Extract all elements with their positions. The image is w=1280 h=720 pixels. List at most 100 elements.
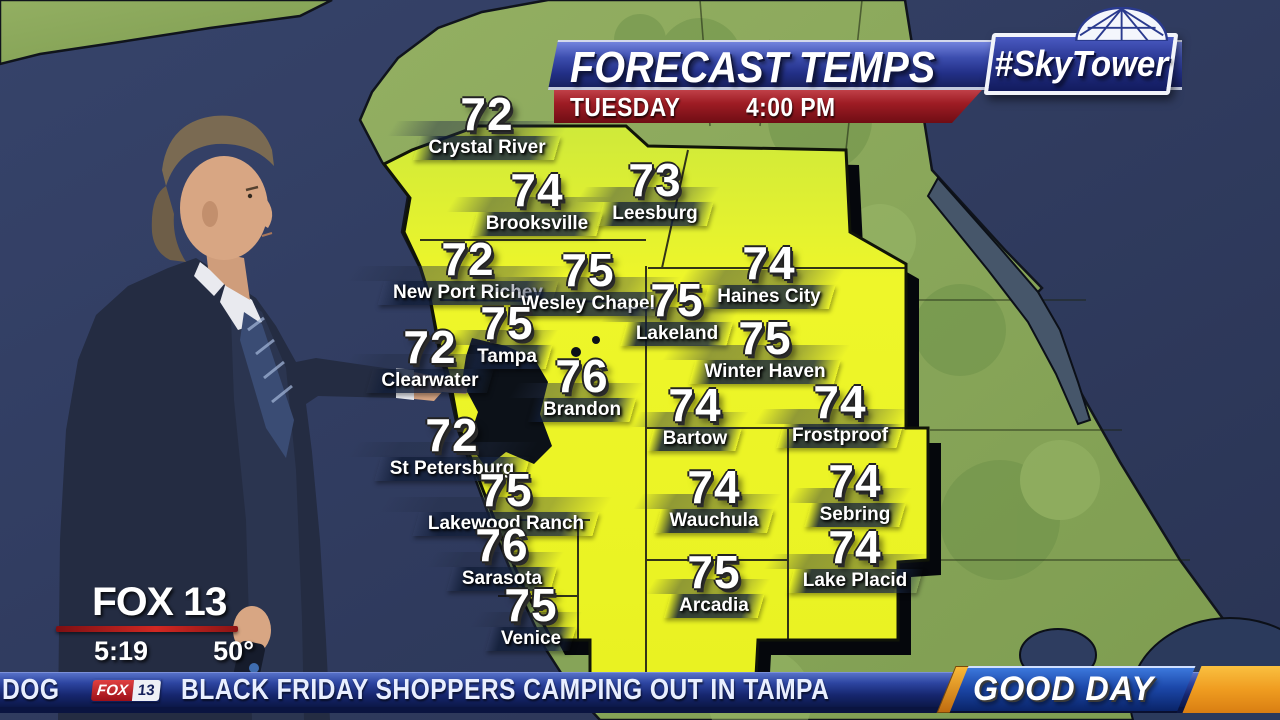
city-label: Lakewood Ranch bbox=[416, 512, 596, 536]
temperature-value: 75 bbox=[667, 548, 761, 596]
city-label: Wauchula bbox=[657, 509, 770, 533]
bug-clock: 5:19 bbox=[94, 636, 149, 666]
city-label: Venice bbox=[489, 627, 573, 651]
temp-reading-brooksville: 74 Brooksville bbox=[474, 166, 600, 236]
forecast-region bbox=[381, 124, 930, 678]
skytower-brand-text: #SkyTower bbox=[994, 43, 1168, 84]
neck bbox=[206, 250, 250, 300]
good-day-orange-tail bbox=[1182, 666, 1280, 713]
show-title: GOOD DAY bbox=[972, 670, 1154, 708]
temperature-value: 75 bbox=[692, 314, 837, 362]
page-title: FORECAST TEMPS bbox=[570, 43, 936, 92]
city-label: Bartow bbox=[651, 427, 739, 451]
city-label: Arcadia bbox=[667, 594, 761, 618]
shirt-cuff bbox=[396, 368, 414, 400]
temperature-value: 74 bbox=[780, 378, 900, 426]
bug-current-temp: 50° bbox=[213, 636, 254, 666]
weatherman-suit bbox=[58, 258, 398, 720]
temp-reading-brandon: 76 Brandon bbox=[531, 352, 633, 422]
temperature-value: 74 bbox=[474, 166, 600, 214]
city-label: Brandon bbox=[531, 398, 633, 422]
weatherman bbox=[58, 115, 468, 720]
city-label: New Port Richey bbox=[381, 281, 555, 305]
temperature-value: 72 bbox=[378, 411, 527, 459]
header-time-bar: TUESDAY 4:00 PM bbox=[554, 90, 982, 123]
temperature-value: 75 bbox=[509, 246, 667, 294]
temp-reading-frostproof: 74 Frostproof bbox=[780, 378, 900, 448]
temperature-value: 74 bbox=[808, 457, 903, 505]
city-label: Tampa bbox=[465, 345, 549, 369]
temperature-value: 76 bbox=[531, 352, 633, 400]
city-label: Lakeland bbox=[624, 322, 730, 346]
temp-reading-st-petersburg: 72 St Petersburg bbox=[378, 411, 527, 481]
temp-reading-lake-placid: 74 Lake Placid bbox=[791, 523, 920, 593]
temp-reading-crystal-river: 72 Crystal River bbox=[416, 90, 557, 160]
temp-reading-new-port-richey: 72 New Port Richey bbox=[381, 235, 555, 305]
header-day: TUESDAY bbox=[570, 92, 681, 122]
tie-stripes bbox=[247, 316, 293, 404]
panhandle-land bbox=[0, 0, 333, 66]
city-label: Sebring bbox=[808, 503, 903, 527]
city-label: Frostproof bbox=[780, 424, 900, 448]
land-texture bbox=[614, 14, 1100, 720]
hair-back bbox=[151, 186, 186, 262]
temperature-value: 73 bbox=[600, 156, 710, 204]
city-label: Brooksville bbox=[474, 212, 600, 236]
temp-reading-haines-city: 74 Haines City bbox=[705, 239, 832, 309]
temp-reading-venice: 75 Venice bbox=[489, 581, 573, 651]
temperature-value: 74 bbox=[651, 381, 739, 429]
city-label: St Petersburg bbox=[378, 457, 527, 481]
ear bbox=[202, 201, 218, 227]
temperature-value: 76 bbox=[450, 521, 554, 569]
ticker-headline-2: BLACK FRIDAY SHOPPERS CAMPING OUT IN TAM… bbox=[181, 673, 830, 706]
city-label: Winter Haven bbox=[692, 360, 837, 384]
city-label: Clearwater bbox=[369, 369, 490, 393]
city-label: Crystal River bbox=[416, 136, 557, 160]
temp-reading-wesley-chapel: 75 Wesley Chapel bbox=[509, 246, 667, 316]
temperature-value: 74 bbox=[705, 239, 832, 287]
tampa-bay bbox=[462, 338, 552, 468]
barrier-islands bbox=[926, 176, 1092, 426]
temp-reading-lakeland: 75 Lakeland bbox=[624, 276, 730, 346]
station-logo-text: FOX 13 bbox=[92, 580, 228, 624]
skytower-dome-icon bbox=[1075, 7, 1169, 41]
temperature-value: 72 bbox=[416, 90, 557, 138]
temperature-value: 74 bbox=[657, 463, 770, 511]
temp-reading-lakewood-ranch: 75 Lakewood Ranch bbox=[416, 466, 596, 536]
nose bbox=[256, 196, 273, 228]
temperature-value: 75 bbox=[624, 276, 730, 324]
city-label: Wesley Chapel bbox=[509, 292, 667, 316]
fox13-badge-icon: FOX 13 bbox=[90, 679, 161, 702]
hair bbox=[162, 115, 274, 186]
temperature-value: 75 bbox=[416, 466, 596, 514]
city-label: Leesburg bbox=[600, 202, 710, 226]
pointing-hand bbox=[414, 372, 468, 401]
good-day-body: GOOD DAY bbox=[949, 666, 1196, 713]
temp-reading-tampa: 75 Tampa bbox=[465, 299, 549, 369]
temperature-value: 72 bbox=[369, 323, 490, 371]
temp-reading-clearwater: 72 Clearwater bbox=[369, 323, 490, 393]
temp-reading-winter-haven: 75 Winter Haven bbox=[692, 314, 837, 384]
city-label: Haines City bbox=[705, 285, 832, 309]
temperature-value: 75 bbox=[489, 581, 573, 629]
temp-reading-sebring: 74 Sebring bbox=[808, 457, 903, 527]
face bbox=[180, 156, 268, 260]
temp-reading-sarasota: 76 Sarasota bbox=[450, 521, 554, 591]
header-time: 4:00 PM bbox=[746, 92, 836, 122]
skytower-logo: #SkyTower bbox=[983, 7, 1179, 95]
temperature-value: 75 bbox=[465, 299, 549, 347]
city-label: Sarasota bbox=[450, 567, 554, 591]
ticker-headline-1: DOG bbox=[2, 673, 60, 706]
ticker-bottom-strip bbox=[0, 707, 1280, 713]
temperature-value: 72 bbox=[381, 235, 555, 283]
temp-reading-bartow: 74 Bartow bbox=[651, 381, 739, 451]
city-label: Lake Placid bbox=[791, 569, 920, 593]
temperature-value: 74 bbox=[791, 523, 920, 571]
station-bug: FOX 13 5:19 50° bbox=[56, 580, 254, 667]
good-day-banner: GOOD DAY bbox=[936, 666, 1280, 713]
temp-reading-wauchula: 74 Wauchula bbox=[657, 463, 770, 533]
temp-reading-arcadia: 75 Arcadia bbox=[667, 548, 761, 618]
bug-red-line bbox=[56, 626, 238, 632]
shirt-collar bbox=[194, 262, 226, 296]
